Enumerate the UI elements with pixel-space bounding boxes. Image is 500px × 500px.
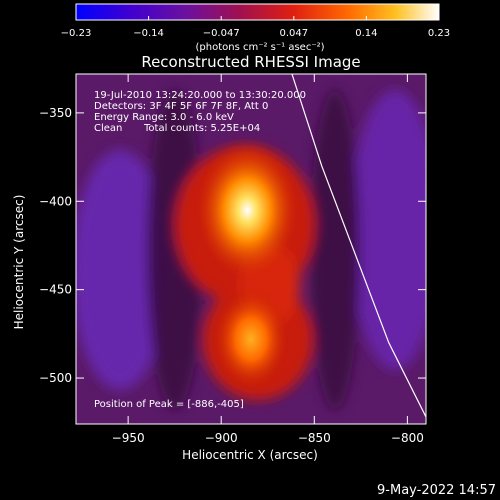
detectors-label: Detectors: 3F 4F 5F 6F 7F 8F, Att 0	[94, 101, 268, 112]
time-range-label: 19-Jul-2010 13:24:20.000 to 13:30:20.000	[94, 90, 306, 101]
x-tick-label: −800	[391, 431, 424, 445]
colorbar: −0.23 −0.14 −0.047 0.047 0.14 0.23 (photons c…	[61, 3, 450, 53]
colorbar-gradient	[75, 3, 440, 21]
plot-frame	[75, 73, 427, 425]
solar-limb-line	[291, 74, 426, 418]
colorbar-ticks: −0.23 −0.14 −0.047 0.047 0.14 0.23	[61, 16, 450, 39]
peak-position-label: Position of Peak = [-886,-405]	[94, 399, 244, 410]
x-axis-ticks: −950 −900 −850 −800	[112, 74, 424, 445]
colorbar-units: (photons cm⁻² s⁻¹ asec⁻²)	[195, 42, 324, 53]
colorbar-tick-label: −0.047	[203, 28, 240, 39]
emission-source	[194, 140, 300, 281]
total-counts-label: Total counts: 5.25E+04	[143, 123, 260, 134]
energy-range-label: Energy Range: 3.0 - 6.0 keV	[94, 112, 234, 123]
colorbar-tick-label: 0.23	[428, 28, 450, 39]
colorbar-tick-label: −0.23	[61, 28, 92, 39]
emission-source	[212, 287, 290, 391]
footer-date: 9-May-2022 14:57	[377, 483, 496, 498]
chart-title: Reconstructed RHESSI Image	[141, 53, 360, 71]
emission-sources	[194, 140, 300, 391]
y-axis-label: Heliocentric Y (arcsec)	[12, 195, 26, 330]
colorbar-tick-label: −0.14	[133, 28, 164, 39]
plot-area	[76, 74, 426, 424]
annotations: 19-Jul-2010 13:24:20.000 to 13:30:20.000…	[94, 90, 306, 410]
y-tick-label: −450	[39, 283, 72, 297]
y-tick-label: −500	[39, 371, 72, 385]
colorbar-tick-label: 0.14	[355, 28, 377, 39]
x-tick-label: −850	[298, 431, 331, 445]
x-tick-label: −950	[112, 431, 145, 445]
y-tick-label: −350	[39, 106, 72, 120]
method-label: Clean	[94, 123, 122, 134]
y-tick-label: −400	[39, 194, 72, 208]
colorbar-tick-label: 0.047	[279, 28, 308, 39]
x-axis-label: Heliocentric X (arcsec)	[182, 448, 318, 462]
x-tick-label: −900	[205, 431, 238, 445]
y-axis-ticks: −350 −400 −450 −500	[39, 106, 426, 385]
